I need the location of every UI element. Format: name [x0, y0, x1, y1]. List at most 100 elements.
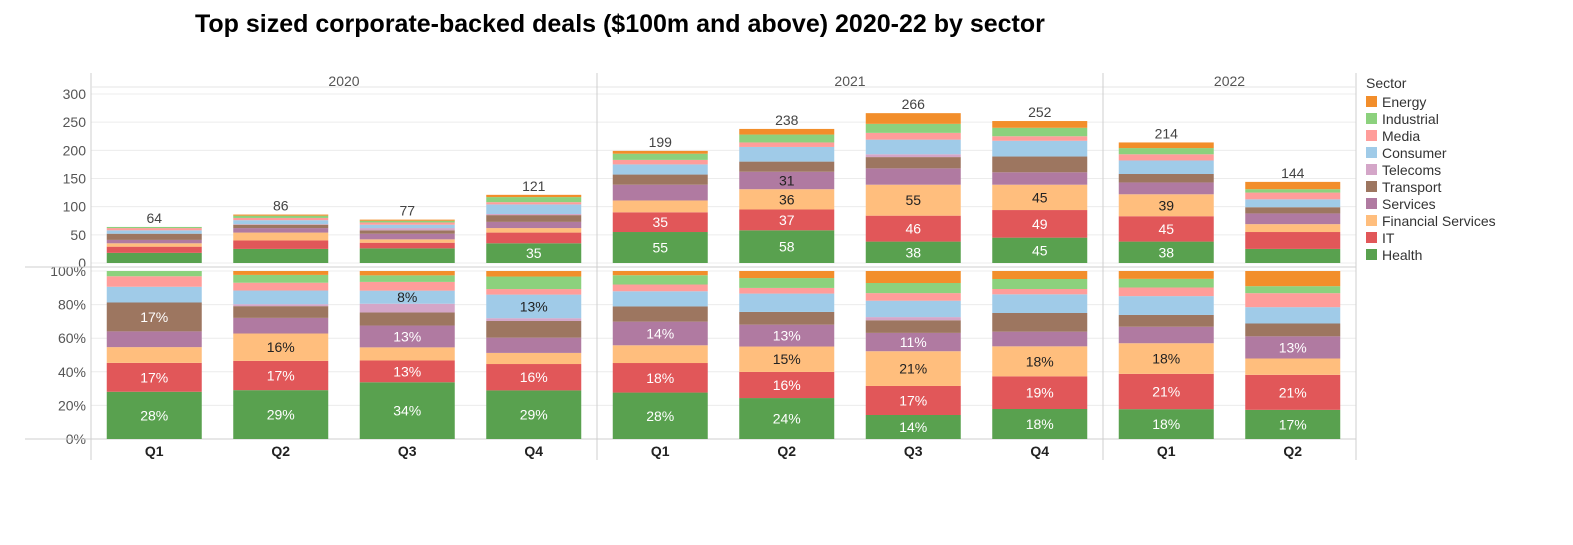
legend-item-industrial: Industrial	[1366, 110, 1496, 127]
bar-segment-media	[992, 136, 1088, 141]
percent-segment-health	[106, 391, 202, 439]
total-label: 144	[1281, 165, 1305, 181]
percent-segment-services	[359, 325, 455, 348]
bar-segment-media	[1245, 192, 1341, 200]
percent-label: 21%	[1152, 384, 1180, 400]
bar-segment-industrial	[1118, 148, 1214, 155]
bar-segment-industrial	[486, 197, 582, 203]
bar-segment-financial-services	[233, 232, 329, 241]
bar-segment-industrial	[233, 215, 329, 218]
legend-item-transport: Transport	[1366, 178, 1496, 195]
percent-segment-it	[865, 385, 961, 415]
percent-segment-services	[1245, 336, 1341, 359]
percent-segment-financial-services	[233, 333, 329, 361]
bar-segment-health	[865, 241, 961, 263]
legend-item-energy: Energy	[1366, 93, 1496, 110]
data-label: 35	[652, 214, 668, 230]
bar-segment-services	[359, 233, 455, 240]
bar-segment-it	[359, 242, 455, 249]
bar-segment-services	[612, 184, 708, 201]
data-label: 45	[1032, 189, 1048, 205]
count-panel	[106, 113, 1341, 263]
legend-swatch	[1366, 164, 1377, 175]
percent-segment-services	[865, 332, 961, 352]
percent-label: 11%	[900, 334, 927, 350]
legend-label: Health	[1382, 246, 1423, 263]
legend-label: IT	[1382, 229, 1395, 246]
percent-label: 17%	[899, 392, 927, 408]
percent-label: 28%	[140, 407, 168, 423]
percent-segment-services	[106, 331, 202, 348]
bar-segment-it	[612, 212, 708, 233]
total-label: 86	[273, 198, 289, 214]
x-tick-label: Q1	[651, 443, 670, 459]
bar-segment-health	[1118, 241, 1214, 263]
percent-segment-media	[233, 282, 329, 291]
year-header: 2021	[834, 73, 865, 89]
percent-segment-energy	[612, 271, 708, 276]
y-tick-label: 20%	[58, 397, 86, 413]
bar-segment-industrial	[992, 127, 1088, 137]
percent-segment-it	[486, 364, 582, 391]
legend-swatch	[1366, 147, 1377, 158]
total-label: 199	[649, 134, 673, 150]
percent-segment-financial-services	[612, 345, 708, 364]
data-label: 38	[1158, 244, 1174, 260]
percent-segment-it	[739, 371, 835, 399]
bar-segment-industrial	[106, 226, 202, 229]
bar-segment-it	[486, 232, 582, 244]
legend-label: Transport	[1382, 178, 1442, 195]
percent-segment-media	[865, 293, 961, 301]
legend-swatch	[1366, 198, 1377, 209]
legend-items: Energy Industrial Media Consumer Telecoms Tra…	[1366, 93, 1496, 263]
bar-segment-media	[612, 159, 708, 165]
y-tick-label: 80%	[58, 297, 86, 313]
percent-label: 14%	[899, 419, 927, 435]
percent-segment-telecoms	[486, 318, 582, 321]
bar-segment-energy	[233, 214, 329, 216]
x-tick-label: Q1	[145, 443, 164, 459]
data-label: 36	[779, 191, 795, 207]
y-tick-label: 50	[70, 227, 86, 243]
percent-segment-media	[106, 276, 202, 287]
year-header: 2020	[328, 73, 359, 89]
percent-label: 18%	[1026, 353, 1054, 369]
percent-segment-health	[612, 392, 708, 439]
percent-segment-services	[486, 337, 582, 353]
bar-segment-consumer	[992, 140, 1088, 157]
bar-segment-transport	[233, 224, 329, 229]
bar-segment-media	[486, 202, 582, 205]
percent-label: 16%	[520, 369, 548, 385]
legend-item-consumer: Consumer	[1366, 144, 1496, 161]
percent-segment-financial-services	[1245, 358, 1341, 375]
bar-segment-transport	[739, 161, 835, 172]
percent-segment-services	[612, 321, 708, 346]
bar-segment-financial-services	[612, 200, 708, 213]
total-label: 252	[1028, 104, 1052, 120]
bar-segment-consumer	[612, 164, 708, 175]
bar-segment-financial-services	[359, 239, 455, 243]
bar-segment-industrial	[865, 123, 961, 133]
percent-label: 13%	[1279, 339, 1307, 355]
bar-segment-health	[1245, 248, 1341, 263]
bar-segment-transport	[865, 157, 961, 169]
legend-swatch	[1366, 249, 1377, 260]
bar-segment-it	[865, 215, 961, 242]
bar-segment-services	[865, 168, 961, 185]
data-label: 37	[779, 212, 795, 228]
percent-segment-financial-services	[992, 346, 1088, 377]
bar-segment-consumer	[739, 146, 835, 162]
percent-label: 13%	[773, 328, 801, 344]
percent-segment-industrial	[865, 283, 961, 294]
legend: Sector Energy Industrial Media Consumer Tele…	[1366, 75, 1496, 263]
total-label: 64	[146, 210, 162, 226]
y-tick-label: 60%	[58, 330, 86, 346]
percent-segment-consumer	[233, 290, 329, 305]
percent-segment-consumer	[612, 291, 708, 307]
percent-segment-industrial	[233, 274, 329, 283]
legend-swatch	[1366, 215, 1377, 226]
y-tick-label: 100	[63, 199, 87, 215]
x-tick-label: Q4	[1030, 443, 1049, 459]
percent-label: 17%	[267, 368, 295, 384]
